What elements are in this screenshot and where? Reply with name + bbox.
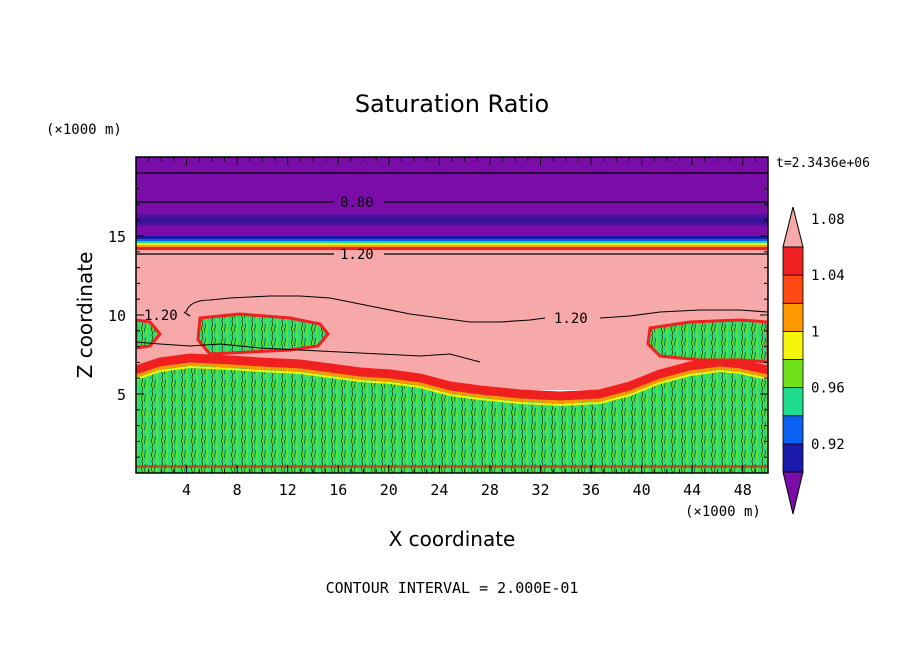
boundary-orange [136, 362, 768, 404]
boundary-yellow [136, 365, 768, 407]
x-tick-label: 16 [329, 481, 347, 499]
contour-label-120-right: 1.20 [554, 311, 588, 327]
band-green [136, 241, 768, 243]
upper-dry-layer [136, 157, 768, 241]
colorbar-swatch [782, 246, 804, 276]
colorbar-tick-label: 1.04 [811, 268, 845, 284]
boundary-red [136, 353, 768, 401]
y-tick-label: 5 [117, 386, 126, 404]
x-tick-label: 48 [734, 481, 752, 499]
colorbar-tick-label: 0.92 [811, 437, 845, 453]
x-tick-label: 4 [182, 481, 191, 499]
x-tick-label: 40 [633, 481, 651, 499]
turbulent-patch-edge-left [136, 318, 162, 350]
x-tick-label: 12 [279, 481, 297, 499]
band-blue [136, 236, 768, 240]
footer-contour-interval: CONTOUR INTERVAL = 2.000E-01 [326, 579, 579, 597]
saturation-field [136, 157, 768, 473]
y-units-label: (×1000 m) [46, 122, 122, 138]
y-axis-label: Z coordinate [73, 252, 97, 379]
turbulent-patch-right [646, 318, 768, 364]
x-tick-label: 36 [582, 481, 600, 499]
x-tick-label: 28 [481, 481, 499, 499]
chart-title: Saturation Ratio [355, 90, 549, 118]
y-tick-label: 10 [108, 307, 126, 325]
contour-label-120-top: 1.20 [340, 247, 374, 263]
band-red [136, 247, 768, 250]
band-orange [136, 245, 768, 247]
contour-line-lower [136, 341, 481, 363]
x-tick-label: 20 [380, 481, 398, 499]
colorbar: 0.92 0.96 1 1.04 1.08 [782, 206, 845, 515]
x-tick-label: 24 [430, 481, 448, 499]
lower-turbulent-layer [136, 360, 768, 473]
x-tick-label: 8 [233, 481, 242, 499]
x-tick-label: 44 [683, 481, 701, 499]
turbulent-patch-left [196, 312, 330, 356]
colorbar-bottom-arrow [782, 471, 804, 515]
contour-line-120-left [183, 311, 191, 317]
band-lightblue [136, 239, 768, 241]
colorbar-swatch [782, 359, 804, 389]
colorbar-swatch [782, 415, 804, 445]
colorbar-tick-label: 1.08 [811, 212, 845, 228]
colorbar-tick-label: 1 [811, 324, 819, 340]
colorbar-swatch [782, 387, 804, 417]
contour-label-120-left: 1.20 [144, 308, 178, 324]
contour-label-080: 0.80 [340, 195, 374, 211]
y-tick-label: 15 [108, 228, 126, 246]
contour-line-120-mid [185, 295, 768, 323]
x-axis-label: X coordinate [389, 527, 516, 551]
x-units-label: (×1000 m) [685, 504, 761, 520]
colorbar-swatch [782, 302, 804, 332]
band-yellow [136, 243, 768, 245]
x-tick-label: 32 [531, 481, 549, 499]
colorbar-top-arrow [782, 206, 804, 248]
colorbar-tick-label: 0.96 [811, 381, 845, 397]
surface-streak [136, 465, 768, 468]
colorbar-swatch [782, 330, 804, 360]
dry-band-darker [136, 218, 768, 223]
time-label: t=2.3436e+06 [776, 156, 870, 171]
colorbar-swatch [782, 443, 804, 473]
colorbar-swatch [782, 274, 804, 304]
